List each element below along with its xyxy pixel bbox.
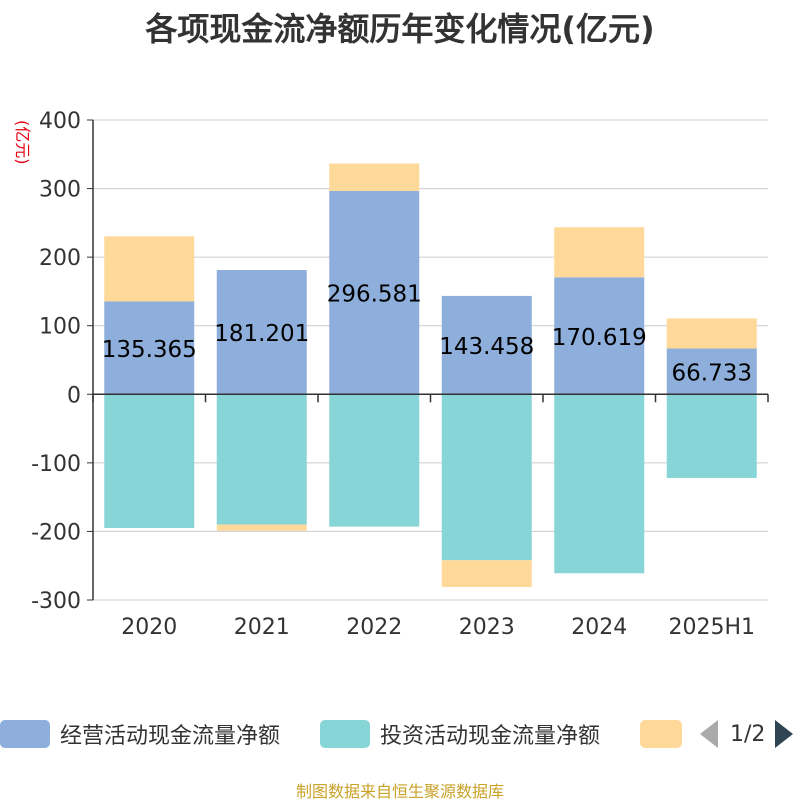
- data-labels: 135.365 181.201 296.581 143.458 170.619 66.73…: [102, 282, 752, 387]
- bar-2025H1-series-1: [666, 394, 757, 478]
- data-label-2020: 135.365: [102, 337, 197, 363]
- bar-2022-series-0: [329, 190, 420, 395]
- grid-lines: [93, 119, 768, 601]
- bar-chart: -300 -200 -100 0 100 200 300 400 2020 2021 2022 202…: [31, 109, 769, 640]
- x-tick-label-2021: 2021: [234, 615, 290, 640]
- x-tick-label-2023: 2023: [459, 615, 515, 640]
- bar-2020-series-1: [104, 394, 195, 528]
- legend-label-operating: 经营活动现金流量净额: [60, 724, 281, 749]
- x-tick-label-2024: 2024: [571, 615, 627, 640]
- legend-item-financing[interactable]: [640, 716, 692, 752]
- legend-pager: 1/2: [700, 716, 794, 752]
- y-tick-label: 400: [39, 109, 81, 134]
- legend-swatch-financing: [640, 720, 682, 748]
- bar-2021-series-1: [216, 394, 307, 525]
- bars: [104, 163, 757, 587]
- data-label-2022: 296.581: [327, 282, 422, 308]
- data-label-2025H1: 66.733: [672, 360, 752, 386]
- bar-2025H1-series-0: [666, 348, 757, 395]
- bar-2023-series-1: [441, 394, 532, 561]
- legend-label-investing: 投资活动现金流量净额: [380, 724, 601, 749]
- bar-2024-series-0: [554, 277, 645, 395]
- y-tick-label: -300: [31, 589, 81, 614]
- legend-item-investing[interactable]: 投资活动现金流量净额: [320, 716, 600, 752]
- bar-2021-series-2: [216, 524, 307, 531]
- bar-2025H1-series-2: [666, 318, 757, 349]
- y-tick-label: -100: [31, 452, 81, 477]
- data-source-footer: 制图数据来自恒生聚源数据库: [295, 782, 504, 801]
- x-tick-label-2025H1: 2025H1: [668, 615, 755, 640]
- bar-2022-series-1: [329, 394, 420, 527]
- x-tick-label-2022: 2022: [346, 615, 402, 640]
- y-tick-label: -200: [31, 520, 81, 545]
- axes: -300 -200 -100 0 100 200 300 400 2020 2021 2022 202…: [31, 109, 769, 640]
- legend-item-operating[interactable]: 经营活动现金流量净额: [0, 716, 280, 752]
- data-label-2023: 143.458: [439, 334, 534, 360]
- bar-2023-series-0: [441, 295, 532, 395]
- data-label-2021: 181.201: [214, 321, 309, 347]
- bar-2021-series-0: [216, 270, 307, 395]
- legend-swatch-operating: [0, 720, 50, 748]
- legend: 经营活动现金流量净额 投资活动现金流量净额: [0, 716, 800, 752]
- bar-2023-series-2: [441, 560, 532, 587]
- y-tick-label: 100: [39, 315, 81, 340]
- y-tick-label: 200: [39, 246, 81, 271]
- legend-prev-page-icon[interactable]: [700, 720, 718, 748]
- bar-2022-series-2: [329, 163, 420, 191]
- legend-next-page-icon[interactable]: [775, 720, 794, 748]
- bar-2024-series-1: [554, 394, 645, 574]
- legend-swatch-investing: [320, 720, 370, 748]
- x-tick-label-2020: 2020: [121, 615, 177, 640]
- bar-2020-series-2: [104, 236, 195, 302]
- y-tick-label: 300: [39, 178, 81, 203]
- data-label-2024: 170.619: [552, 325, 647, 351]
- legend-page-indicator: 1/2: [730, 721, 766, 747]
- bar-2024-series-2: [554, 227, 645, 278]
- chart-title: 各项现金流净额历年变化情况(亿元): [145, 10, 655, 48]
- y-tick-label: 0: [67, 383, 81, 408]
- bar-2020-series-0: [104, 301, 195, 395]
